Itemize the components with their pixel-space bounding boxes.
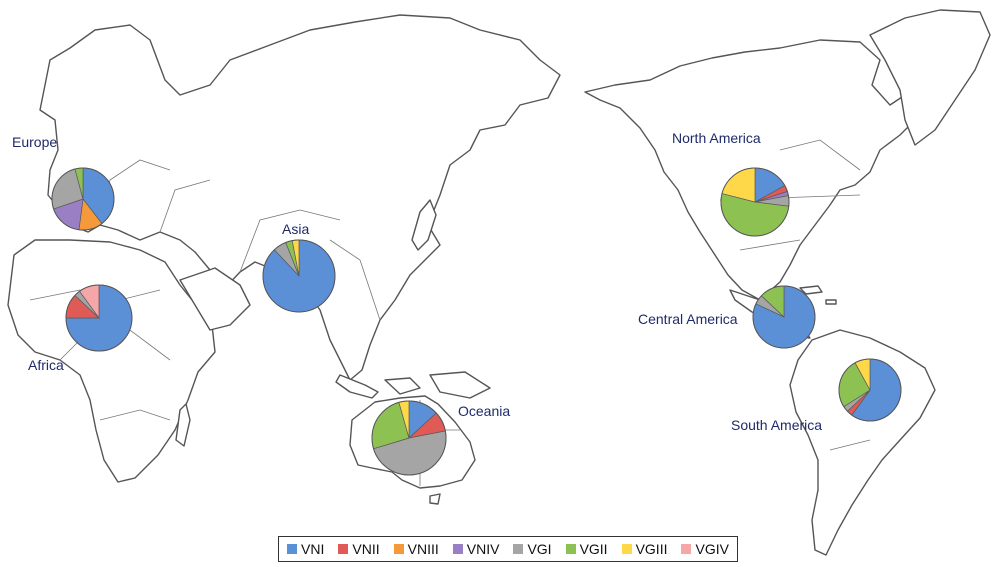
legend-swatch-vgii (565, 544, 576, 554)
legend-label: VNII (352, 541, 380, 557)
legend-item-vni: VNI (287, 541, 324, 557)
legend: VNI VNII VNIII VNIV VGI VGII VGIII VGIV (278, 536, 738, 562)
pie-outline-north-america (720, 167, 790, 237)
legend-label: VGIV (695, 541, 729, 557)
region-label-asia: Asia (282, 221, 309, 237)
pie-asia (262, 239, 336, 313)
japan (411, 199, 437, 251)
region-label-central-america: Central America (638, 311, 738, 327)
legend-swatch-vniv (452, 544, 463, 554)
madagascar (175, 403, 191, 447)
legend-item-vgiv: VGIV (681, 541, 729, 557)
legend-label: VGII (579, 541, 608, 557)
legend-label: VGI (527, 541, 552, 557)
pie-outline-asia (262, 239, 336, 313)
legend-swatch-vgi (513, 544, 524, 554)
legend-label: VNIV (466, 541, 500, 557)
indonesia-islands (335, 371, 491, 399)
legend-label: VNIII (407, 541, 439, 557)
pie-central-america (752, 285, 816, 349)
pie-outline-south-america (838, 358, 902, 422)
legend-swatch-vniii (393, 544, 404, 554)
tasmania (429, 493, 441, 505)
legend-swatch-vni (287, 544, 298, 554)
pie-south-america (838, 358, 902, 422)
pie-outline-oceania (371, 400, 447, 476)
legend-item-vnii: VNII (338, 541, 380, 557)
legend-item-vniii: VNIII (393, 541, 439, 557)
region-label-oceania: Oceania (458, 403, 510, 419)
pie-outline-africa (65, 284, 133, 352)
pie-africa (65, 284, 133, 352)
region-label-north-america: North America (672, 130, 761, 146)
legend-item-vgiii: VGIII (621, 541, 668, 557)
legend-swatch-vnii (338, 544, 349, 554)
pie-outline-europe (51, 167, 115, 231)
legend-label: VNI (301, 541, 325, 557)
legend-item-vgii: VGII (565, 541, 608, 557)
legend-item-vgi: VGI (513, 541, 552, 557)
legend-item-vniv: VNIV (452, 541, 500, 557)
region-label-africa: Africa (28, 357, 64, 373)
legend-label: VGIII (635, 541, 668, 557)
greenland (869, 9, 991, 146)
pie-north-america (720, 167, 790, 237)
pie-oceania (371, 400, 447, 476)
region-label-south-america: South America (731, 417, 822, 433)
pie-europe (51, 167, 115, 231)
pie-outline-central-america (752, 285, 816, 349)
legend-swatch-vgiii (621, 544, 632, 554)
arabia (179, 267, 251, 331)
legend-swatch-vgiv (681, 544, 692, 554)
eurasia-landmass (39, 14, 561, 381)
region-label-europe: Europe (12, 134, 57, 150)
caribbean-islands (799, 285, 837, 305)
